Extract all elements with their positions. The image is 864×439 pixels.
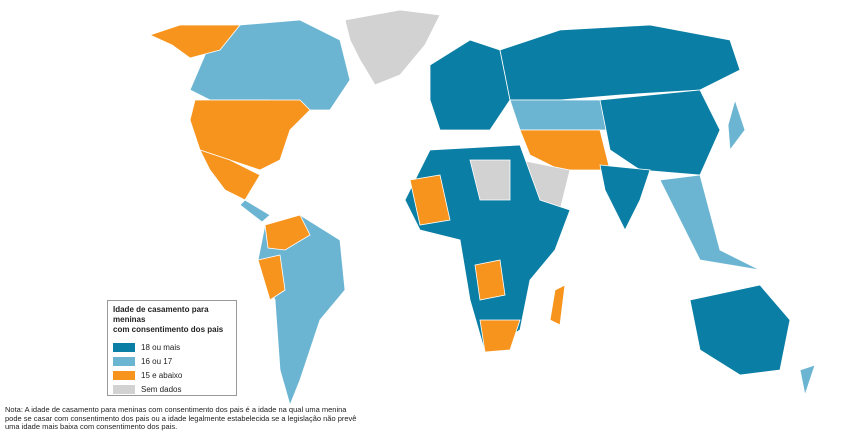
middle-east [519, 129, 611, 171]
legend-title: Idade de casamento para meninas com conse… [113, 305, 231, 335]
legend-item: 16 ou 17 [113, 354, 231, 368]
note-line: pode se casar com consentimento dos pais… [5, 413, 357, 423]
canada [189, 19, 351, 111]
legend-item: Sem dados [113, 382, 231, 396]
southeast-asia [659, 174, 761, 271]
legend-label: Sem dados [141, 384, 182, 394]
legend: Idade de casamento para meninas com conse… [107, 300, 237, 396]
alaska [148, 24, 241, 59]
legend-swatch [113, 356, 135, 366]
russia [499, 24, 741, 101]
africa [404, 144, 571, 353]
legend-item: 15 e abaixo [113, 368, 231, 382]
sahara [469, 159, 511, 201]
madagascar [549, 284, 566, 326]
australia [689, 284, 791, 376]
japan [727, 98, 746, 152]
usa [189, 99, 311, 171]
note-line: Nota: A idade de casamento para meninas … [5, 405, 347, 414]
south-africa [479, 319, 521, 353]
peru [257, 254, 286, 301]
note-line: uma idade mais baixa com consentimento d… [5, 422, 178, 431]
greenland [344, 9, 441, 86]
note: Nota: A idade de casamento para meninas … [5, 405, 385, 432]
legend-swatch [113, 384, 135, 394]
new-zealand [799, 364, 816, 397]
legend-item: 18 ou mais [113, 340, 231, 354]
india [599, 164, 651, 231]
legend-label: 16 ou 17 [141, 356, 173, 366]
colombia-venezuela [264, 214, 311, 251]
legend-swatch [113, 342, 135, 352]
europe [429, 39, 511, 131]
west-africa [409, 174, 451, 226]
legend-title-line: Idade de casamento para meninas [113, 305, 209, 324]
legend-label: 18 ou mais [141, 342, 181, 352]
central-africa [474, 259, 506, 301]
legend-title-line: com consentimento dos pais [113, 325, 224, 334]
china [599, 89, 721, 176]
legend-label: 15 e abaixo [141, 370, 183, 380]
legend-items: 18 ou mais 16 ou 17 15 e abaixo Sem dados [113, 340, 231, 396]
central-america [239, 199, 271, 223]
legend-swatch [113, 370, 135, 380]
